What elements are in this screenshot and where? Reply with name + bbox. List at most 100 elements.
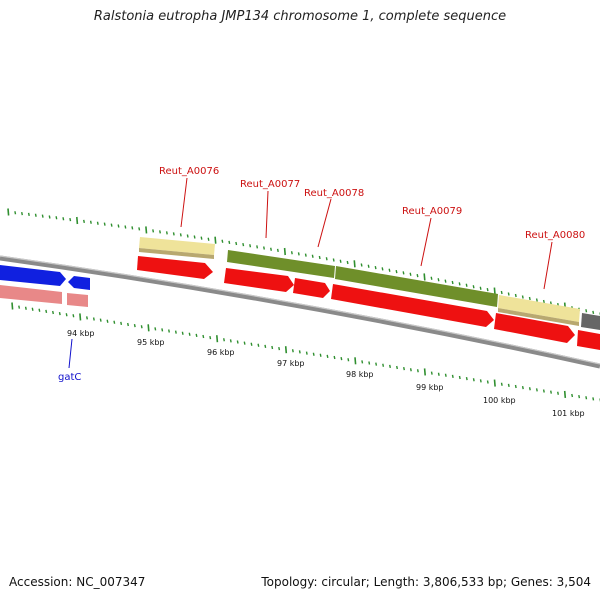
upper-tick-64 [451, 280, 454, 285]
upper-tick-3 [27, 212, 30, 217]
gene-bar-gray[interactable] [581, 313, 600, 330]
lower-tick-18 [133, 323, 136, 328]
lower-tick-10 [79, 313, 82, 321]
lower-tick-20 [147, 324, 150, 332]
lower-tick-32 [229, 339, 232, 343]
upper-tick-47 [332, 258, 335, 262]
lower-tick-23 [168, 329, 170, 333]
upper-tick-35 [249, 244, 252, 248]
gene-bar-yellow-2[interactable] [498, 295, 580, 322]
upper-tick-16 [117, 224, 120, 228]
lower-tick-2 [24, 306, 27, 310]
cds-arrow-red-2[interactable] [224, 268, 294, 292]
upper-tick-74 [521, 295, 524, 299]
lower-tick-59 [416, 369, 419, 373]
lower-tick-47 [333, 355, 336, 360]
lower-tick-12 [92, 317, 95, 321]
lower-tick-46 [326, 354, 329, 359]
lower-tick-13 [99, 318, 102, 322]
lower-tick-40 [284, 346, 288, 354]
upper-tick-26 [186, 234, 189, 238]
lower-tick-41 [291, 349, 294, 353]
upper-tick-37 [263, 246, 265, 250]
gene-bar-olive-1[interactable] [227, 250, 335, 278]
upper-tick-31 [221, 239, 224, 243]
upper-tick-70 [493, 287, 496, 295]
upper-tick-23 [165, 231, 168, 235]
lower-tick-70 [493, 379, 496, 387]
cds-arrow-red-3[interactable] [293, 278, 330, 298]
lower-tick-14 [106, 319, 109, 323]
lower-tick-5 [45, 309, 48, 314]
lower-tick-53 [375, 362, 378, 366]
upper-tick-22 [159, 230, 161, 234]
upper-tick-46 [325, 257, 328, 261]
upper-tick-6 [48, 215, 51, 219]
gene-label-reut-a0080[interactable]: Reut_A0080 [525, 230, 585, 241]
lower-tick-76 [535, 388, 538, 392]
upper-tick-58 [409, 272, 412, 276]
gene-bar-yellow-2-shade [498, 308, 579, 326]
kbp-label-101: 101 kbp [552, 409, 585, 418]
lower-tick-62 [437, 372, 440, 376]
upper-tick-29 [207, 237, 210, 241]
kbp-scale-labels: 94 kbp 95 kbp 96 kbp 97 kbp 98 kbp 99 kb… [67, 329, 585, 418]
upper-tick-42 [297, 252, 300, 256]
cds-arrow-red-1[interactable] [137, 256, 213, 279]
gene-label-reut-a0079[interactable]: Reut_A0079 [402, 206, 462, 217]
gene-bar-olive-2[interactable] [335, 266, 498, 307]
kbp-label-96: 96 kbp [207, 348, 235, 357]
upper-tick-65 [458, 282, 461, 286]
upper-tick-38 [270, 247, 272, 251]
upper-tick-49 [346, 260, 349, 265]
upper-tick-45 [318, 255, 321, 260]
cds-arrow-blue-small[interactable] [68, 276, 90, 290]
upper-tick-32 [228, 240, 231, 245]
cds-arrow-red-5[interactable] [494, 313, 575, 343]
cds-bar-pink-1[interactable] [0, 285, 62, 304]
lower-tick-54 [382, 363, 385, 367]
upper-tick-21 [152, 229, 155, 233]
lower-tick-73 [514, 384, 517, 389]
gene-label-reut-a0078[interactable]: Reut_A0078 [304, 188, 364, 199]
cds-arrow-red-6[interactable] [577, 330, 600, 350]
kbp-label-95: 95 kbp [137, 338, 165, 347]
upper-tick-40 [283, 247, 286, 256]
lower-tick-52 [368, 361, 371, 365]
lower-tick-4 [38, 308, 41, 312]
upper-tick-69 [486, 287, 489, 292]
lower-tick-58 [409, 368, 412, 372]
lower-tick-48 [340, 356, 343, 361]
upper-tick-72 [507, 292, 510, 296]
upper-tick-2 [21, 211, 23, 216]
lower-tick-82 [578, 394, 581, 399]
upper-tick-60 [423, 273, 426, 281]
lower-tick-35 [250, 342, 253, 346]
lower-tick-29 [209, 335, 212, 340]
upper-tick-39 [276, 248, 279, 253]
gene-label-reut-a0077[interactable]: Reut_A0077 [240, 179, 300, 190]
lower-tick-25 [181, 331, 184, 335]
cds-arrow-red-4[interactable] [331, 284, 494, 327]
upper-tick-44 [311, 254, 314, 258]
lower-tick-30 [216, 335, 219, 343]
upper-tick-17 [124, 225, 127, 229]
gene-label-gatc[interactable]: gatC [58, 372, 81, 383]
cds-arrow-blue-left[interactable] [0, 265, 66, 286]
gene-bar-yellow-1[interactable] [139, 237, 215, 255]
upper-tick-56 [395, 269, 398, 274]
upper-tick-48 [339, 259, 342, 263]
lower-tick-65 [458, 375, 461, 380]
lower-tick-21 [154, 327, 157, 331]
lower-tick-11 [86, 316, 88, 320]
upper-tick-41 [290, 251, 293, 255]
lower-tick-3 [31, 307, 34, 311]
lower-tick-64 [451, 374, 454, 379]
lower-tick-16 [120, 321, 123, 326]
cds-bar-pink-2[interactable] [67, 293, 88, 307]
kbp-label-98: 98 kbp [346, 370, 374, 379]
gene-label-reut-a0076[interactable]: Reut_A0076 [159, 166, 219, 177]
upper-tick-36 [256, 245, 259, 249]
chromosome-backbone [0, 255, 600, 369]
lower-tick-27 [195, 333, 198, 338]
